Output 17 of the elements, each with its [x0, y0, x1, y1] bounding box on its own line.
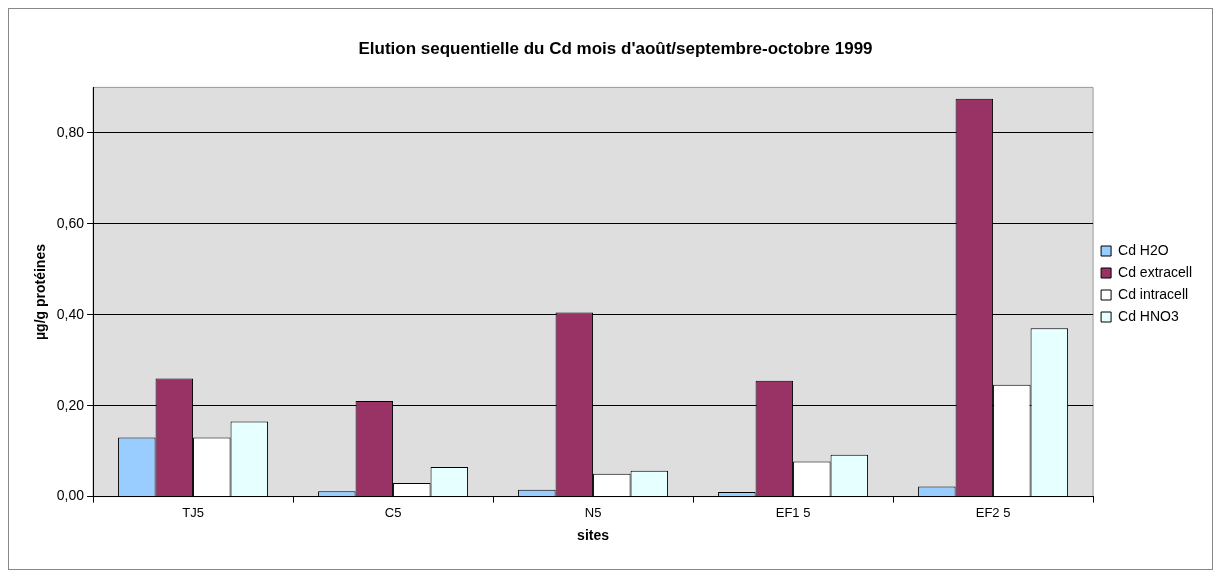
- x-tick-label: C5: [384, 504, 402, 520]
- y-tick-label: 0,60: [56, 214, 85, 231]
- y-axis-title: µg/g protéines: [32, 243, 49, 340]
- legend-label: Cd HNO3: [1118, 307, 1179, 324]
- y-tick-label: 0,80: [56, 123, 85, 140]
- legend-label: Cd extracell: [1118, 263, 1192, 280]
- x-tick-label: TJ5: [182, 504, 204, 520]
- x-tick-label: N5: [584, 504, 602, 520]
- legend-label: Cd H2O: [1118, 241, 1169, 258]
- x-tick-label: EF2 5: [975, 504, 1011, 520]
- x-tick-label: EF1 5: [775, 504, 811, 520]
- y-tick-label: 0,40: [56, 305, 85, 322]
- chart-title: Elution sequentielle du Cd mois d'août/septembre-octobre 1999: [358, 38, 873, 58]
- y-tick-label: 0,20: [56, 396, 85, 413]
- x-axis-title: sites: [577, 527, 610, 544]
- legend-label: Cd intracell: [1118, 285, 1189, 302]
- y-tick-label: 0,00: [56, 487, 85, 504]
